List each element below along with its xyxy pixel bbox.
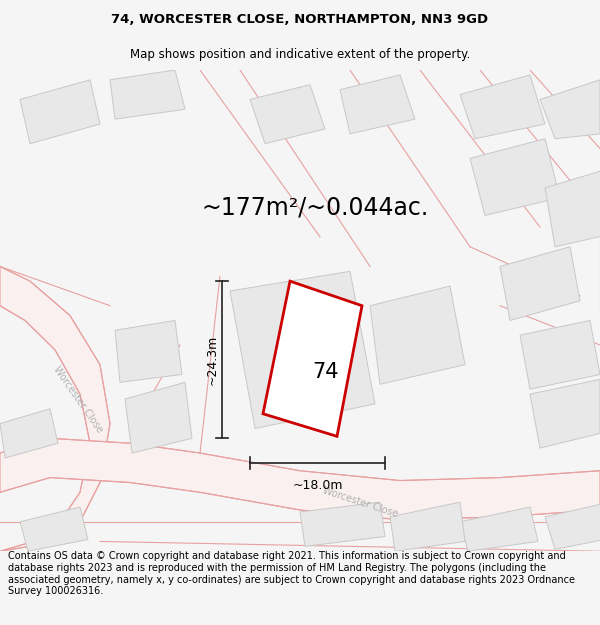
Polygon shape: [125, 382, 192, 453]
Text: ~18.0m: ~18.0m: [292, 479, 343, 492]
Polygon shape: [0, 266, 110, 551]
Text: 74, WORCESTER CLOSE, NORTHAMPTON, NN3 9GD: 74, WORCESTER CLOSE, NORTHAMPTON, NN3 9G…: [112, 13, 488, 26]
Polygon shape: [460, 75, 545, 139]
Polygon shape: [540, 80, 600, 139]
Polygon shape: [250, 85, 325, 144]
Polygon shape: [500, 247, 580, 321]
Polygon shape: [470, 139, 560, 216]
Text: Map shows position and indicative extent of the property.: Map shows position and indicative extent…: [130, 48, 470, 61]
Polygon shape: [390, 502, 465, 551]
Polygon shape: [545, 502, 600, 549]
Text: 74: 74: [312, 362, 338, 382]
Polygon shape: [115, 321, 182, 382]
Polygon shape: [20, 80, 100, 144]
Polygon shape: [230, 271, 375, 429]
Polygon shape: [340, 75, 415, 134]
Polygon shape: [545, 168, 600, 247]
Polygon shape: [530, 379, 600, 448]
Polygon shape: [370, 286, 465, 384]
Text: Contains OS data © Crown copyright and database right 2021. This information is : Contains OS data © Crown copyright and d…: [8, 551, 575, 596]
Polygon shape: [110, 70, 185, 119]
Polygon shape: [0, 409, 58, 458]
Polygon shape: [263, 281, 362, 436]
Text: Worcester Close: Worcester Close: [52, 364, 104, 434]
Text: Worcester Close: Worcester Close: [321, 485, 399, 519]
Polygon shape: [300, 502, 385, 546]
Text: ~24.3m: ~24.3m: [205, 334, 218, 385]
Text: ~177m²/~0.044ac.: ~177m²/~0.044ac.: [202, 196, 428, 219]
Polygon shape: [0, 438, 600, 520]
Polygon shape: [520, 321, 600, 389]
Polygon shape: [20, 507, 88, 551]
Polygon shape: [460, 507, 538, 551]
